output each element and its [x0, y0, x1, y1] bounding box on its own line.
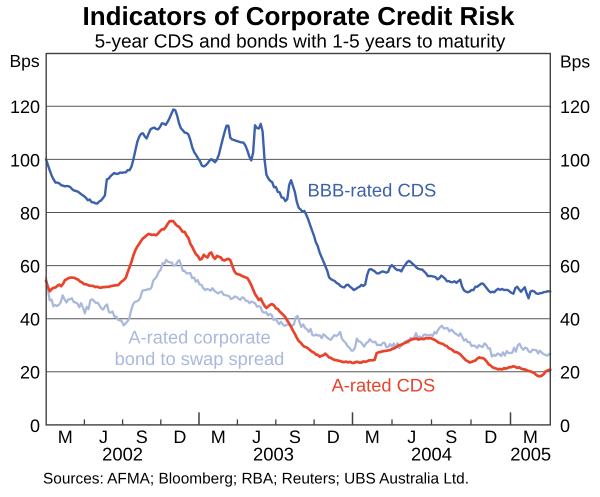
svg-text:J: J	[252, 427, 261, 447]
svg-text:Indicators of Corporate Credit: Indicators of Corporate Credit Risk	[83, 1, 515, 31]
svg-text:20: 20	[20, 363, 40, 383]
svg-text:80: 80	[20, 203, 40, 223]
svg-text:100: 100	[560, 150, 590, 170]
svg-text:M: M	[58, 427, 73, 447]
svg-text:BBB-rated CDS: BBB-rated CDS	[308, 179, 437, 200]
svg-text:Bps: Bps	[560, 52, 590, 72]
svg-text:S: S	[289, 427, 301, 447]
svg-text:D: D	[173, 427, 186, 447]
svg-text:S: S	[136, 427, 148, 447]
svg-text:100: 100	[10, 150, 40, 170]
svg-text:0: 0	[30, 416, 40, 436]
svg-text:60: 60	[560, 257, 580, 277]
svg-text:40: 40	[560, 310, 580, 330]
svg-text:120: 120	[560, 97, 590, 117]
svg-text:S: S	[445, 427, 457, 447]
svg-text:M: M	[211, 427, 226, 447]
svg-text:80: 80	[560, 203, 580, 223]
svg-text:M: M	[365, 427, 380, 447]
svg-text:0: 0	[560, 416, 570, 436]
svg-text:2005: 2005	[510, 444, 551, 465]
svg-text:2004: 2004	[411, 444, 452, 465]
svg-text:2003: 2003	[253, 444, 294, 465]
svg-text:Sources: AFMA; Bloomberg; RBA;: Sources: AFMA; Bloomberg; RBA; Reuters; …	[43, 471, 469, 488]
svg-text:2002: 2002	[102, 444, 143, 465]
svg-text:D: D	[484, 427, 497, 447]
svg-text:bond to swap spread: bond to swap spread	[115, 348, 285, 369]
svg-text:J: J	[407, 427, 416, 447]
svg-text:5-year CDS and bonds with 1-5: 5-year CDS and bonds with 1-5 years to m…	[95, 31, 506, 52]
svg-text:20: 20	[560, 363, 580, 383]
svg-text:120: 120	[10, 97, 40, 117]
svg-text:A-rated CDS: A-rated CDS	[332, 374, 436, 395]
svg-text:M: M	[523, 427, 538, 447]
svg-text:60: 60	[20, 257, 40, 277]
svg-text:A-rated corporate: A-rated corporate	[128, 326, 270, 347]
svg-text:40: 40	[20, 310, 40, 330]
svg-text:J: J	[99, 427, 108, 447]
svg-text:Bps: Bps	[10, 51, 40, 71]
svg-text:D: D	[327, 427, 340, 447]
